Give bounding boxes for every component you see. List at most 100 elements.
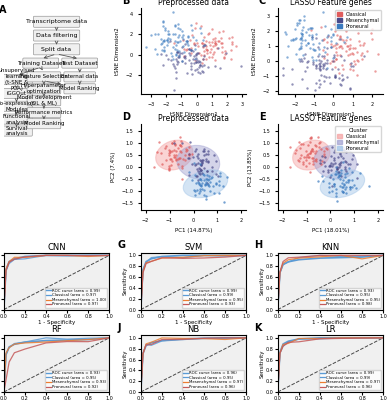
Proneural (area = 0.97) xyxy=(107,253,111,258)
Proneural (area = 0.97) xyxy=(12,257,17,262)
Point xyxy=(203,192,209,199)
ROC curve (area = 0.99) xyxy=(65,253,69,258)
Point xyxy=(215,173,221,180)
Point xyxy=(203,155,209,162)
Point xyxy=(305,26,311,32)
Point xyxy=(296,17,302,23)
Point xyxy=(309,155,315,161)
Point xyxy=(164,36,170,43)
Point xyxy=(176,52,182,58)
Point xyxy=(324,57,330,63)
Point xyxy=(212,38,219,44)
Mesenchymal (area = 0.97) xyxy=(223,337,228,342)
Point xyxy=(309,36,315,42)
Point xyxy=(284,54,291,60)
Point xyxy=(358,52,364,58)
Point xyxy=(209,25,215,32)
ROC curve (area = 0.99) xyxy=(107,253,111,258)
Point xyxy=(185,32,191,39)
Point xyxy=(221,51,228,57)
Point xyxy=(354,161,360,167)
Point xyxy=(180,156,186,162)
Point xyxy=(324,45,330,52)
Point xyxy=(319,158,325,164)
Point xyxy=(192,148,199,154)
Line: ROC curve (area = 0.96): ROC curve (area = 0.96) xyxy=(141,338,246,392)
Point xyxy=(193,51,199,58)
Point xyxy=(184,46,190,52)
ROC curve (area = 0.93) xyxy=(381,253,385,258)
Point xyxy=(346,161,353,167)
Point xyxy=(301,55,308,62)
Point xyxy=(339,45,345,52)
Point xyxy=(197,188,203,194)
Point xyxy=(191,160,197,166)
Point xyxy=(294,20,300,26)
Point xyxy=(171,40,178,46)
Point xyxy=(190,56,197,62)
Point xyxy=(154,51,160,57)
Point xyxy=(354,57,360,63)
Point xyxy=(324,34,330,40)
Mesenchymal (area = 0.95) xyxy=(276,307,280,312)
Point xyxy=(343,37,349,43)
Point xyxy=(347,186,353,192)
Point xyxy=(321,148,327,154)
Point xyxy=(327,80,334,86)
Point xyxy=(305,154,311,160)
ROC curve (area = 0.96) xyxy=(144,343,149,348)
Point xyxy=(204,176,210,182)
Point xyxy=(184,38,190,44)
Point xyxy=(337,172,343,178)
Mesenchymal (area = 0.97) xyxy=(159,336,164,340)
Point xyxy=(313,57,319,63)
Classical (area = 0.97) xyxy=(86,253,91,258)
Point xyxy=(338,152,344,159)
Classical (area = 0.95) xyxy=(277,271,282,276)
Point xyxy=(334,164,340,170)
Proneural (area = 0.96) xyxy=(140,351,145,356)
ROC curve (area = 0.96) xyxy=(139,390,143,394)
Point xyxy=(165,28,171,34)
Y-axis label: tSNE Dimension2: tSNE Dimension2 xyxy=(115,27,120,75)
Mesenchymal (area = 0.97) xyxy=(202,336,206,341)
Point xyxy=(341,38,347,45)
Proneural (area = 0.98) xyxy=(286,255,291,260)
Point xyxy=(184,146,190,153)
Point xyxy=(212,40,218,46)
Point xyxy=(159,160,166,167)
Point xyxy=(201,62,207,68)
Point xyxy=(298,34,304,41)
Point xyxy=(319,37,325,44)
Point xyxy=(164,56,171,62)
Point xyxy=(193,37,199,44)
X-axis label: PC1 (14.87%): PC1 (14.87%) xyxy=(175,228,212,233)
Point xyxy=(322,48,328,55)
Point xyxy=(293,147,299,154)
Proneural (area = 0.96) xyxy=(181,337,185,342)
Point xyxy=(170,44,176,50)
Point xyxy=(325,169,331,175)
Point xyxy=(318,146,324,152)
Point xyxy=(233,43,239,49)
Point xyxy=(343,168,349,174)
Point xyxy=(347,85,353,92)
Point xyxy=(173,42,179,48)
Point xyxy=(328,26,334,32)
Point xyxy=(201,148,207,154)
Point xyxy=(298,35,304,41)
Point xyxy=(332,56,339,62)
Title: SVM: SVM xyxy=(184,243,203,252)
Point xyxy=(204,168,210,175)
Point xyxy=(196,50,202,56)
Classical (area = 0.95) xyxy=(381,253,385,258)
Point xyxy=(196,58,202,64)
ROC curve (area = 0.93) xyxy=(2,390,6,394)
Point xyxy=(208,175,214,181)
Point xyxy=(364,48,370,54)
Point xyxy=(308,27,314,33)
Point xyxy=(203,196,209,202)
Point xyxy=(366,183,372,190)
Point xyxy=(335,174,341,180)
Point xyxy=(318,161,324,167)
